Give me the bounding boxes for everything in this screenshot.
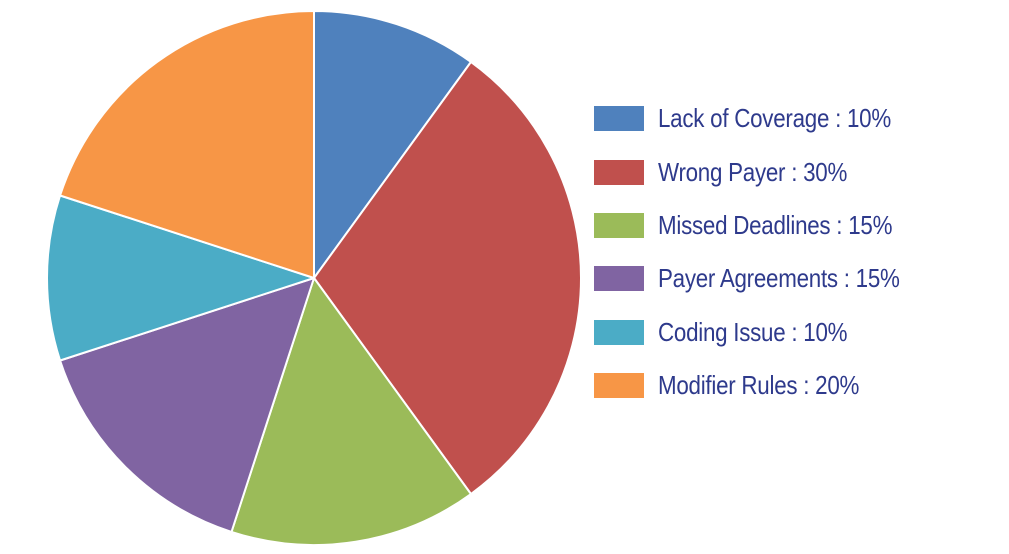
pie-slice-lack-of-coverage [313,10,472,279]
legend-item-modifier-rules: Modifier Rules : 20% [594,359,939,412]
legend-label: Payer Agreements : 15% [658,263,900,294]
legend-item-lack-of-coverage: Lack of Coverage : 10% [594,92,939,145]
legend: Lack of Coverage : 10% Wrong Payer : 30%… [594,92,939,412]
legend-item-missed-deadlines: Missed Deadlines : 15% [594,199,939,252]
legend-swatch [594,159,644,185]
legend-swatch [594,212,644,238]
legend-swatch [594,106,644,132]
legend-label: Lack of Coverage : 10% [658,103,891,134]
pie-slice-payer-agreements [59,277,315,533]
legend-label: Wrong Payer : 30% [658,156,848,187]
pie-slice-wrong-payer [313,60,582,496]
pie-slice-coding-issue [46,194,315,362]
legend-swatch [594,266,644,292]
legend-swatch [594,319,644,345]
pie-slices [46,10,582,546]
legend-label: Coding Issue : 10% [658,316,848,347]
pie-slice-modifier-rules [59,10,315,279]
pie-slice-missed-deadlines [230,277,472,546]
legend-item-coding-issue: Coding Issue : 10% [594,306,939,359]
legend-swatch [594,373,644,399]
legend-item-wrong-payer: Wrong Payer : 30% [594,145,939,198]
legend-item-payer-agreements: Payer Agreements : 15% [594,252,939,305]
legend-label: Modifier Rules : 20% [658,370,860,401]
legend-label: Missed Deadlines : 15% [658,209,893,240]
